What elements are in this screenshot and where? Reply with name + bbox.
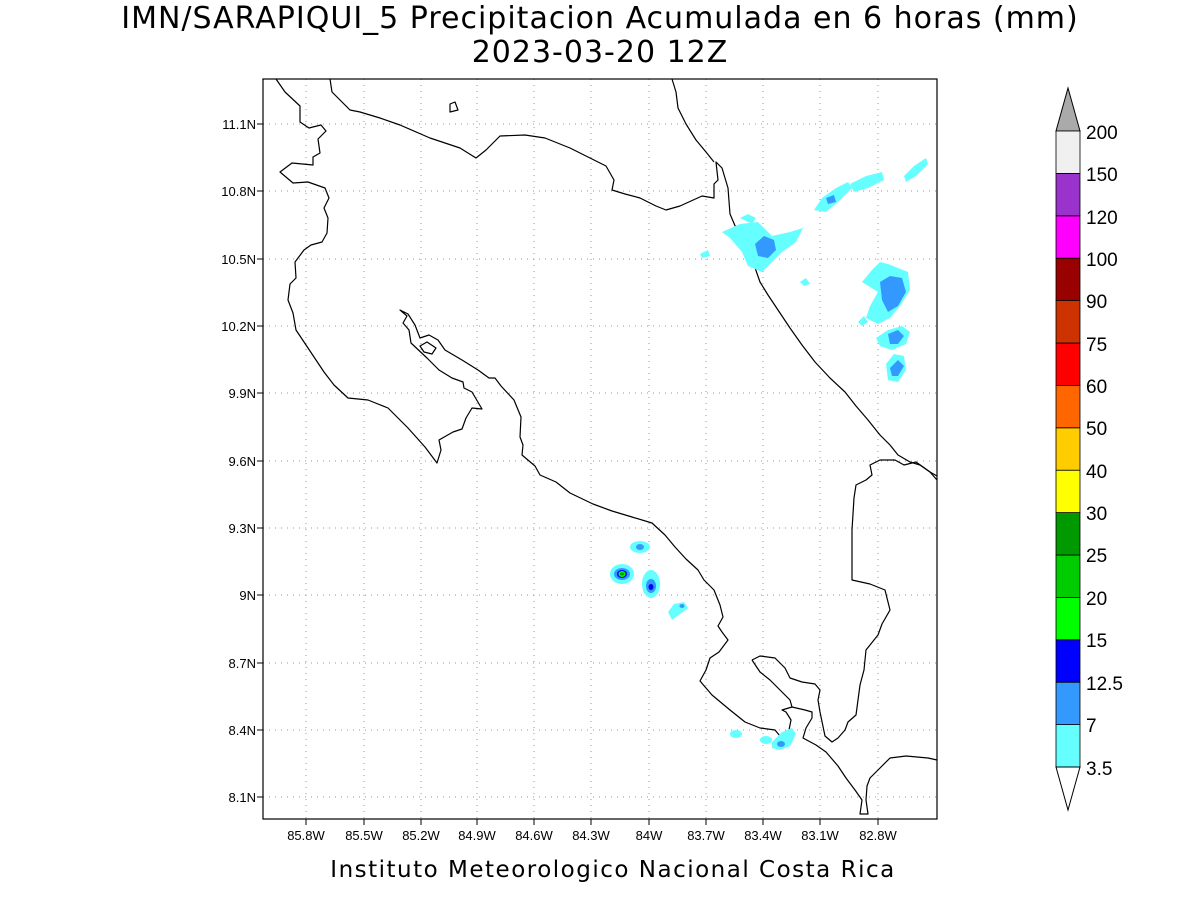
precip-area [904,158,928,182]
x-tick-label: 83.7W [687,828,725,843]
colorbar-swatch [1055,724,1081,768]
panama-border [751,459,938,743]
island-1 [449,101,459,113]
x-tick-label: 85.2W [402,828,440,843]
precip-area [755,236,776,258]
y-axis: 11.1N 10.8N 10.5N 10.2N 9.9N 9.6N 9.3N 9… [221,117,256,805]
precip-area [636,544,644,550]
y-tick-label: 9.6N [229,454,256,469]
colorbar-swatch [1055,512,1081,556]
colorbar-label: 100 [1086,250,1118,271]
island-2 [419,341,437,355]
y-tick-label: 9.3N [229,521,256,536]
precip-area [850,172,884,192]
colorbar-label: 150 [1086,165,1118,186]
y-tick-label: 8.4N [229,723,256,738]
colorbar-label: 90 [1086,292,1107,313]
y-tick-label: 10.2N [221,319,256,334]
precipitation-contours [610,158,928,750]
x-tick-label: 85.8W [287,828,325,843]
precip-area [760,736,772,744]
colorbar-label: 50 [1086,419,1107,440]
colorbar-swatch [1055,681,1081,726]
colorbar-label: 200 [1086,123,1118,144]
colorbar-label: 60 [1086,377,1107,398]
colorbar-swatch [1055,342,1081,386]
y-tick-label: 9N [239,588,256,603]
precip-area [826,195,836,204]
y-tick-label: 10.8N [221,184,256,199]
coastlines [262,78,938,815]
colorbar-label: 30 [1086,504,1107,525]
precip-area [648,584,654,590]
colorbar-under-triangle [1055,766,1081,812]
x-tick-label: 84W [636,828,663,843]
plot-frame [262,78,938,820]
map-subtitle-date: 2023-03-20 12Z [472,35,729,70]
caribbean-coast [329,78,938,481]
colorbar-swatch [1055,300,1081,344]
precip-area [700,250,710,258]
y-tick-label: 9.9N [229,386,256,401]
colorbar-swatch [1055,384,1081,429]
colorbar-swatch [1055,427,1081,471]
colorbar-label: 7 [1086,716,1097,737]
colorbar-label: 3.5 [1086,759,1112,780]
x-tick-label: 85.5W [345,828,383,843]
colorbar-swatch [1055,597,1081,641]
tick-marks [257,123,879,825]
map-plot-area [257,78,938,825]
x-tick-label: 82.8W [859,828,897,843]
precip-area [890,360,904,376]
colorbar-swatch [1055,554,1081,598]
precip-area [858,316,868,326]
gridlines [263,79,937,819]
colorbar-swatch [1055,172,1081,217]
precip-area [880,276,906,312]
colorbar-swatch [1055,469,1081,514]
colorbar-label: 20 [1086,589,1107,610]
x-axis: 85.8W 85.5W 85.2W 84.9W 84.6W 84.3W 84W … [287,828,897,843]
peninsula-coast [751,659,793,708]
precip-area [777,741,785,747]
colorbar-swatch [1055,215,1081,259]
colorbar-swatches [1055,130,1081,768]
colorbar-label: 40 [1086,462,1107,483]
colorbar-over-triangle [1055,86,1081,132]
precip-area [620,572,624,576]
colorbar-label: 15 [1086,631,1107,652]
precip-area [888,330,904,344]
colorbar-swatch [1055,257,1081,302]
precip-area [740,214,756,224]
colorbar-swatch [1055,130,1081,174]
y-tick-label: 8.1N [229,790,256,805]
precip-area [730,730,742,738]
colorbar-label: 120 [1086,208,1118,229]
map-title: IMN/SARAPIQUI_5 Precipitacion Acumulada … [121,1,1078,36]
colorbar-swatch [1055,639,1081,683]
y-tick-label: 10.5N [221,252,256,267]
x-tick-label: 83.1W [801,828,839,843]
x-tick-label: 83.4W [744,828,782,843]
colorbar-label: 75 [1086,335,1107,356]
footer-credit: Instituto Meteorologico Nacional Costa R… [330,857,895,883]
x-tick-label: 84.6W [515,828,553,843]
precip-area [679,604,685,608]
colorbar: 200 150 120 100 90 75 60 50 40 30 25 20 … [1055,86,1123,812]
x-tick-label: 84.9W [458,828,496,843]
nicaragua-north-coast [671,78,715,163]
y-tick-label: 8.7N [229,656,256,671]
colorbar-label: 25 [1086,546,1107,567]
precip-area [800,278,810,286]
colorbar-label: 12.5 [1086,674,1123,695]
x-tick-label: 84.3W [572,828,610,843]
y-tick-label: 11.1N [222,117,256,132]
